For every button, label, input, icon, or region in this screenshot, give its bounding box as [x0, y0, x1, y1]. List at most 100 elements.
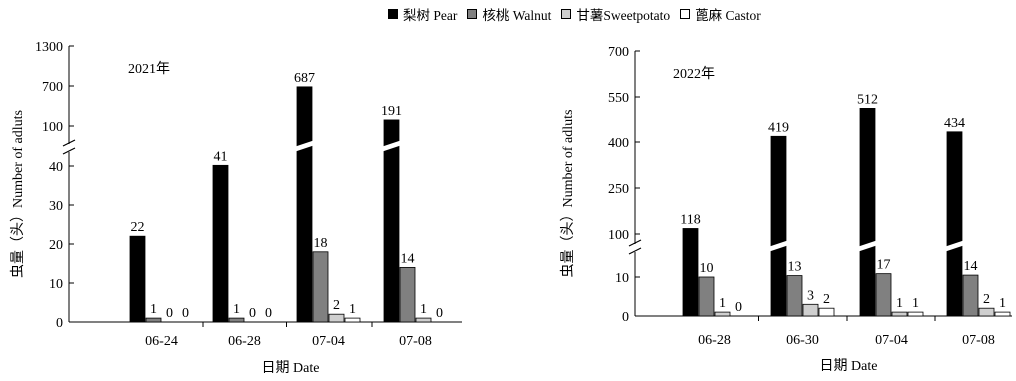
y-axis-break-mark — [62, 139, 76, 147]
legend-swatch-castor — [680, 9, 691, 19]
y-tick-label: 30 — [49, 199, 63, 214]
data-label: 14 — [401, 251, 415, 266]
bar-break-mark — [768, 240, 789, 252]
bar-break-mark — [944, 240, 965, 252]
x-tick-label: 06-28 — [228, 334, 261, 349]
legend-item-sweetpotato: 甘薯Sweetpotato — [561, 4, 670, 24]
y-tick-label: 550 — [608, 91, 629, 106]
data-label: 1 — [150, 302, 157, 317]
chart-legend: 梨树 Pear 核桃 Walnut 甘薯Sweetpotato 蓖麻 Casto… — [388, 5, 771, 23]
data-label: 434 — [944, 116, 965, 131]
data-label: 1 — [349, 302, 356, 317]
data-label: 18 — [314, 236, 328, 251]
y-tick-label: 700 — [42, 80, 63, 95]
y-axis-label: 虫量（头）Number of adluts — [10, 110, 26, 278]
x-tick-label: 07-08 — [962, 333, 995, 348]
data-label: 14 — [964, 259, 978, 274]
panel-title: 2022年 — [673, 66, 715, 82]
data-label: 191 — [381, 104, 402, 119]
bar-sweetpotato — [891, 311, 908, 317]
y-axis-label: 虫量（头）Number of adluts — [560, 110, 576, 278]
bar-pear — [212, 164, 229, 323]
bar-pear — [946, 131, 963, 317]
bar-sweetpotato — [415, 317, 432, 323]
bar-sweetpotato — [802, 303, 819, 317]
x-tick-label: 07-08 — [399, 334, 432, 349]
data-label: 0 — [249, 306, 256, 321]
data-label: 0 — [265, 306, 272, 321]
data-label: 2 — [983, 292, 990, 307]
bar-walnut — [145, 317, 162, 323]
x-axis-label: 日期 Date — [820, 358, 878, 374]
y-tick-label: 20 — [49, 238, 63, 253]
legend-swatch-walnut — [467, 9, 478, 19]
data-label: 0 — [182, 306, 189, 321]
bar-sweetpotato — [978, 307, 995, 317]
x-tick-label: 06-28 — [698, 333, 731, 348]
data-label: 512 — [857, 92, 878, 107]
bar-break-mark — [857, 240, 878, 252]
bar-break-mark — [294, 140, 315, 152]
data-label: 1 — [999, 296, 1006, 311]
bar-walnut — [786, 275, 803, 317]
x-tick-label: 07-04 — [875, 333, 908, 348]
data-label: 1 — [233, 302, 240, 317]
bar-sweetpotato — [714, 311, 731, 317]
bar-castor — [818, 307, 835, 317]
data-label: 1 — [912, 296, 919, 311]
bar-pear — [296, 86, 313, 323]
y-tick-label: 100 — [42, 120, 63, 135]
x-tick-label: 06-24 — [145, 334, 178, 349]
data-label: 2 — [823, 292, 830, 307]
panel-title: 2021年 — [128, 61, 170, 77]
y-tick-label: 700 — [608, 45, 629, 60]
data-label: 0 — [436, 306, 443, 321]
data-label: 419 — [768, 120, 789, 135]
legend-item-walnut: 核桃 Walnut — [467, 4, 551, 24]
y-tick-label: 0 — [622, 310, 629, 325]
data-label: 10 — [700, 261, 714, 276]
data-label: 13 — [788, 260, 802, 275]
bar-pear — [383, 119, 400, 323]
bar-castor — [344, 317, 361, 323]
data-label: 1 — [896, 296, 903, 311]
data-label: 22 — [131, 220, 145, 235]
y-axis-break-mark — [628, 247, 642, 255]
data-label: 0 — [735, 300, 742, 315]
y-tick-label: 0 — [56, 316, 63, 331]
bar-pear — [770, 135, 787, 317]
y-axis-break-mark — [62, 147, 76, 155]
data-label: 17 — [877, 258, 891, 273]
bar-sweetpotato — [328, 313, 345, 323]
bar-pear — [129, 235, 146, 323]
data-label: 687 — [294, 71, 315, 86]
bar-break-mark — [381, 140, 402, 152]
bar-walnut — [312, 251, 329, 323]
legend-label-castor: 蓖麻 Castor — [695, 8, 761, 23]
legend-swatch-pear — [388, 9, 398, 19]
bar-castor — [994, 311, 1011, 317]
legend-label-walnut: 核桃 Walnut — [482, 8, 552, 23]
bar-walnut — [698, 276, 715, 317]
bar-walnut — [228, 317, 245, 323]
y-tick-label: 40 — [49, 160, 63, 175]
x-tick-label: 07-04 — [312, 334, 345, 349]
data-label: 1 — [719, 296, 726, 311]
data-label: 2 — [333, 298, 340, 313]
bar-pear — [682, 228, 699, 317]
y-tick-label: 10 — [615, 271, 629, 286]
y-tick-label: 10 — [49, 277, 63, 292]
data-label: 41 — [214, 149, 228, 164]
y-tick-label: 100 — [608, 228, 629, 243]
legend-item-castor: 蓖麻 Castor — [680, 4, 761, 24]
bar-walnut — [962, 274, 979, 317]
legend-label-sweetpotato: 甘薯Sweetpotato — [576, 8, 671, 23]
legend-swatch-sweetpotato — [561, 9, 572, 19]
x-tick-label: 06-30 — [786, 333, 819, 348]
bar-walnut — [875, 273, 892, 317]
bar-pear — [859, 108, 876, 317]
legend-item-pear: 梨树 Pear — [388, 4, 457, 24]
